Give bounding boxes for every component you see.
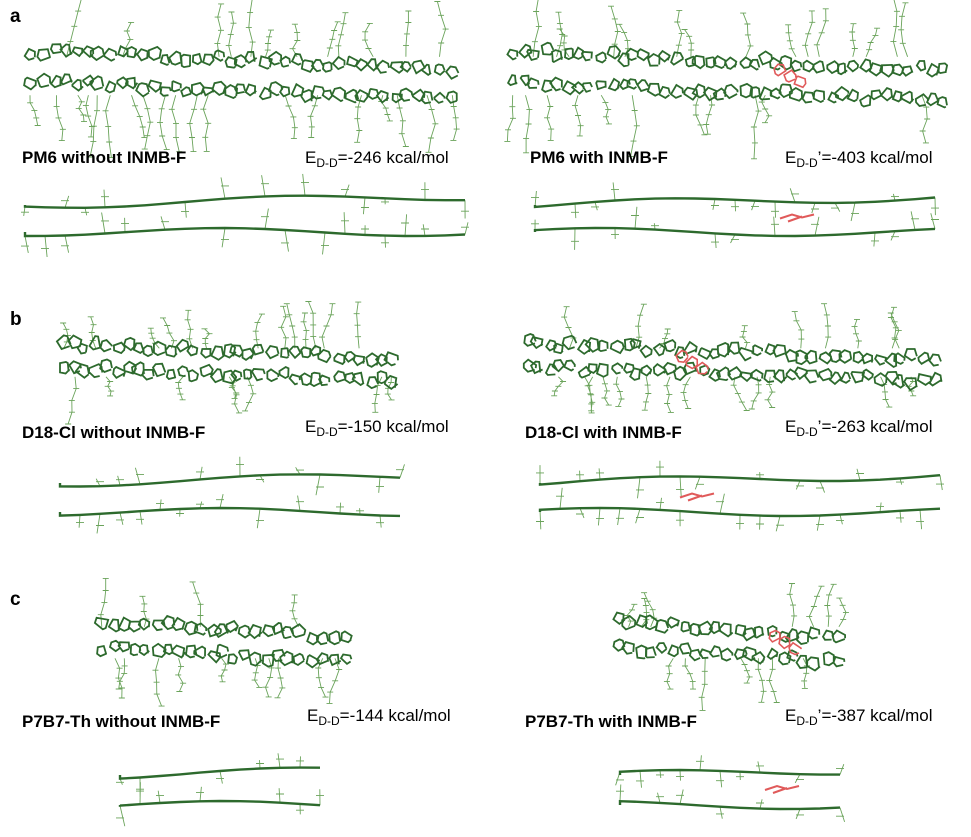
caption: PM6 with INMB-F: [530, 148, 668, 167]
molecule-model: [613, 584, 849, 822]
energy-value: =-246 kcal/mol: [338, 148, 449, 167]
molecule-model: [95, 578, 352, 826]
caption: D18-Cl without INMB-F: [22, 423, 205, 442]
caption: P7B7-Th with INMB-F: [525, 712, 697, 731]
energy-symbol: E: [785, 706, 796, 725]
backbone: [57, 335, 398, 389]
panel-label: a: [10, 6, 21, 27]
energy-value: ’=-403 kcal/mol: [818, 148, 933, 167]
energy-symbol: E: [307, 706, 318, 725]
energy-symbol: E: [305, 417, 316, 436]
side-chains: [76, 457, 405, 534]
side-chains: [531, 182, 939, 250]
panel-label: b: [10, 309, 22, 330]
backbone: [60, 474, 400, 516]
molecule-model: [21, 0, 469, 257]
additive: [780, 215, 814, 222]
caption: D18-Cl with INMB-F: [525, 423, 682, 442]
energy-value: ’=-387 kcal/mol: [818, 706, 933, 725]
energy-symbol: E: [785, 148, 796, 167]
energy-label: ED-D=-144 kcal/mol: [307, 706, 451, 728]
caption: PM6 without INMB-F: [22, 148, 186, 167]
side-chains: [616, 755, 845, 822]
energy-label: ED-D’=-387 kcal/mol: [785, 706, 932, 728]
energy-label: ED-D’=-403 kcal/mol: [785, 148, 932, 170]
additive: [765, 786, 799, 793]
energy-subscript: D-D: [796, 425, 818, 439]
energy-symbol: E: [305, 148, 316, 167]
energy-label: ED-D=-246 kcal/mol: [305, 148, 449, 170]
energy-subscript: D-D: [796, 156, 818, 170]
caption: P7B7-Th without INMB-F: [22, 712, 220, 731]
side-chains: [504, 0, 930, 159]
side-chains: [21, 174, 469, 257]
energy-subscript: D-D: [316, 156, 338, 170]
energy-symbol: E: [785, 417, 796, 436]
energy-label: ED-D’=-263 kcal/mol: [785, 417, 932, 439]
energy-value: =-144 kcal/mol: [340, 706, 451, 725]
side-chains: [98, 578, 342, 706]
energy-value: ’=-263 kcal/mol: [818, 417, 933, 436]
molecule-model: [504, 0, 947, 250]
figure: aPM6 without INMB-FED-D=-246 kcal/molPM6…: [0, 0, 971, 837]
additive: [680, 494, 714, 501]
energy-subscript: D-D: [318, 714, 340, 728]
energy-subscript: D-D: [796, 714, 818, 728]
backbone: [620, 770, 840, 809]
side-chains: [116, 753, 324, 826]
side-chains: [551, 304, 916, 413]
backbone: [507, 43, 947, 108]
backbone: [25, 196, 465, 236]
backbone: [95, 616, 352, 667]
energy-value: =-150 kcal/mol: [338, 417, 449, 436]
backbone: [613, 613, 845, 671]
energy-subscript: D-D: [316, 425, 338, 439]
energy-label: ED-D=-150 kcal/mol: [305, 417, 449, 439]
panel-label: c: [10, 589, 21, 610]
backbone: [524, 334, 942, 390]
side-chains: [536, 461, 944, 532]
backbone: [24, 44, 458, 103]
